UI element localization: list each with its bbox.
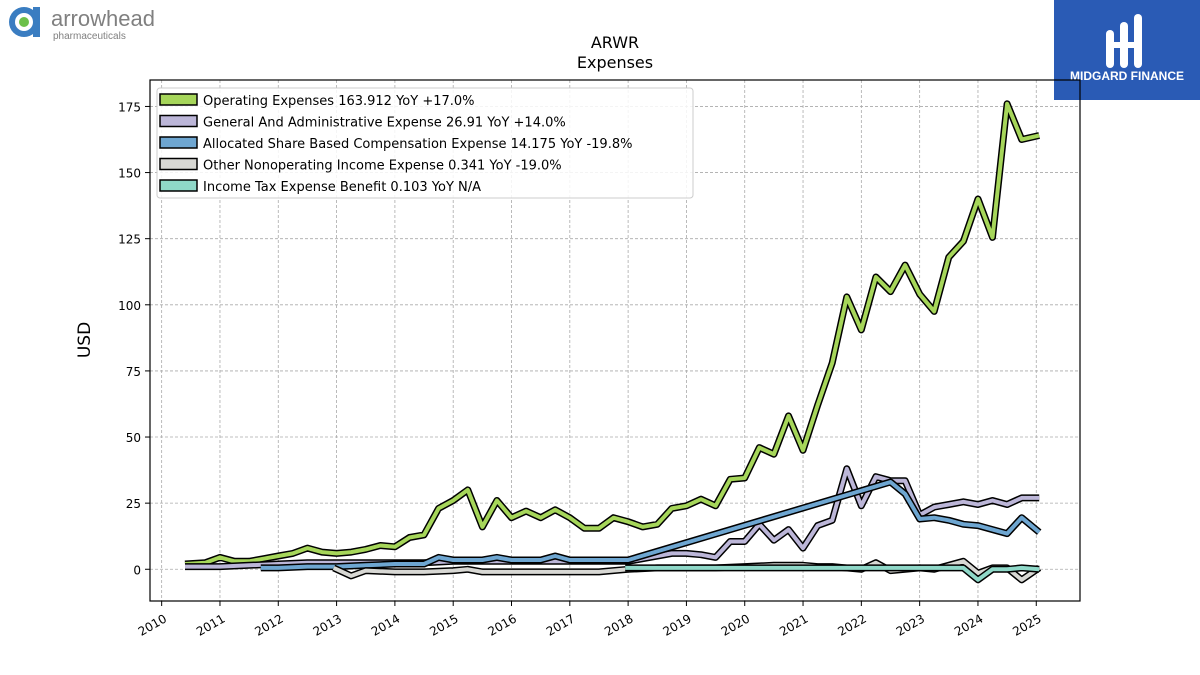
- logo-subtitle: pharmaceuticals: [53, 31, 126, 42]
- y-tick-label: 150: [118, 167, 141, 181]
- chart-subtitle: Expenses: [577, 53, 653, 72]
- legend-entry: Allocated Share Based Compensation Expen…: [203, 137, 632, 152]
- x-tick-label: 2018: [602, 611, 635, 638]
- y-tick-label: 50: [126, 431, 141, 445]
- x-tick-label: 2016: [486, 611, 519, 638]
- legend-entry: Operating Expenses 163.912 YoY +17.0%: [203, 94, 475, 109]
- series-line: [260, 480, 1041, 570]
- series-0: [184, 100, 1040, 568]
- legend-entry: Other Nonoperating Income Expense 0.341 …: [203, 159, 562, 174]
- y-tick-label: 175: [118, 100, 141, 114]
- x-tick-label: 2011: [194, 611, 227, 638]
- midgard-logo: MIDGARD FINANCE: [1070, 14, 1184, 83]
- y-tick-label: 100: [118, 299, 141, 313]
- series-group: [184, 100, 1042, 584]
- y-axis-label: USD: [75, 322, 95, 358]
- x-tick-label: 2012: [252, 611, 285, 638]
- logo-name: arrowhead: [51, 6, 155, 31]
- arrowhead-logo: arrowhead pharmaceuticals: [9, 6, 155, 42]
- x-tick-label: 2020: [719, 611, 752, 638]
- legend-swatch: [159, 179, 198, 192]
- x-tick-label: 2024: [952, 611, 985, 638]
- x-tick-label: 2021: [777, 611, 810, 638]
- y-tick-label: 125: [118, 233, 141, 247]
- x-tick-label: 2023: [894, 611, 927, 638]
- midgard-brand: MIDGARD FINANCE: [1054, 0, 1200, 100]
- arrowhead-logo-icon: [9, 7, 40, 37]
- x-tick-label: 2017: [544, 611, 577, 638]
- plot-frame: [149, 79, 1081, 602]
- legend-entry: Income Tax Expense Benefit 0.103 YoY N/A: [203, 180, 481, 195]
- series-line: [184, 101, 1040, 566]
- series-line: [625, 565, 1040, 582]
- x-tick-label: 2015: [427, 611, 460, 638]
- legend-swatch: [159, 93, 198, 106]
- x-tick-label: 2010: [136, 611, 169, 638]
- y-tick-label: 75: [126, 365, 141, 379]
- legend-swatch: [159, 157, 198, 171]
- x-tick-label: 2019: [660, 611, 693, 638]
- chart-title: ARWR: [591, 33, 639, 52]
- x-axis: 2010 2011 2012 2013 2014 2015 2016 2017 2018 2019…: [136, 601, 1044, 639]
- series-2: [260, 478, 1042, 572]
- y-axis: 0 25 50 75 100 125 150 175: [118, 100, 150, 577]
- x-tick-label: 2025: [1010, 611, 1043, 638]
- legend: Operating Expenses 163.912 YoY +17.0% Gen…: [156, 87, 694, 199]
- legend-box: [156, 87, 694, 199]
- brand-name: MIDGARD FINANCE: [1070, 69, 1184, 83]
- y-tick-label: 25: [126, 497, 141, 511]
- series-4: [625, 564, 1040, 584]
- legend-swatch: [159, 136, 198, 149]
- x-tick-label: 2013: [311, 611, 344, 638]
- legend-swatch: [159, 114, 198, 128]
- x-tick-label: 2014: [369, 611, 402, 638]
- midgard-logo-icon: [1106, 14, 1142, 68]
- y-tick-label: 0: [133, 563, 141, 577]
- legend-entry: General And Administrative Expense 26.91…: [203, 116, 566, 131]
- x-tick-label: 2022: [835, 611, 868, 638]
